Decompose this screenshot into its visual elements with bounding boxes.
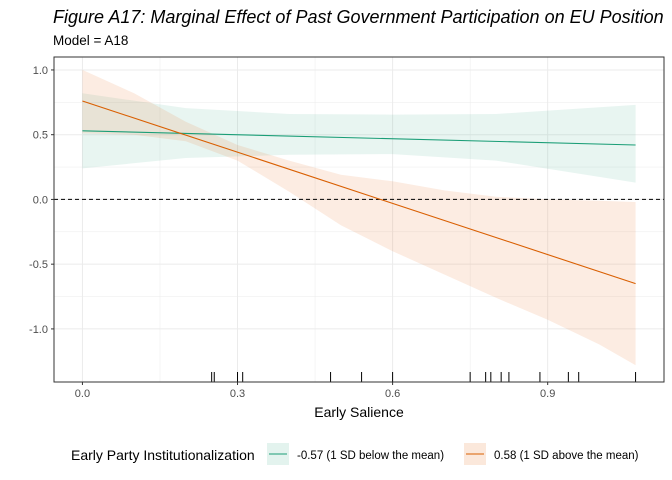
chart-title: Figure A17: Marginal Effect of Past Gove… — [53, 7, 664, 27]
x-tick-label: 0.3 — [230, 388, 245, 400]
legend-label-low: -0.57 (1 SD below the mean) — [297, 450, 444, 462]
series-line-high — [82, 100, 636, 285]
legend-title: Early Party Institutionalization — [71, 447, 255, 463]
series-lines — [82, 100, 636, 285]
legend-key-low — [267, 443, 289, 465]
x-tick-label: 0.9 — [540, 388, 555, 400]
chart-subtitle: Model = A18 — [53, 33, 128, 48]
x-tick-label: 0.0 — [75, 388, 90, 400]
legend: Early Party Institutionalization -0.57 (… — [71, 443, 639, 465]
y-tick-label: -0.5 — [29, 259, 48, 271]
panel-border — [53, 56, 665, 383]
legend-label-high: 0.58 (1 SD above the mean) — [494, 450, 639, 462]
confidence-bands — [82, 69, 636, 366]
x-tick-label: 0.6 — [385, 388, 400, 400]
y-tick-label: 0.5 — [33, 130, 48, 142]
y-tick-label: -1.0 — [29, 324, 48, 336]
x-axis-title: Early Salience — [314, 404, 404, 420]
confidence-band-high — [82, 69, 636, 366]
legend-key-high — [464, 443, 486, 465]
axis-ticks: 1.0 0.5 0.0 -0.5 -1.0 0.0 0.3 0.6 0.9 — [29, 65, 555, 400]
rug-marks — [211, 372, 637, 382]
y-tick-label: 1.0 — [33, 65, 48, 77]
series-line-low — [82, 130, 636, 146]
y-tick-label: 0.0 — [33, 194, 48, 206]
